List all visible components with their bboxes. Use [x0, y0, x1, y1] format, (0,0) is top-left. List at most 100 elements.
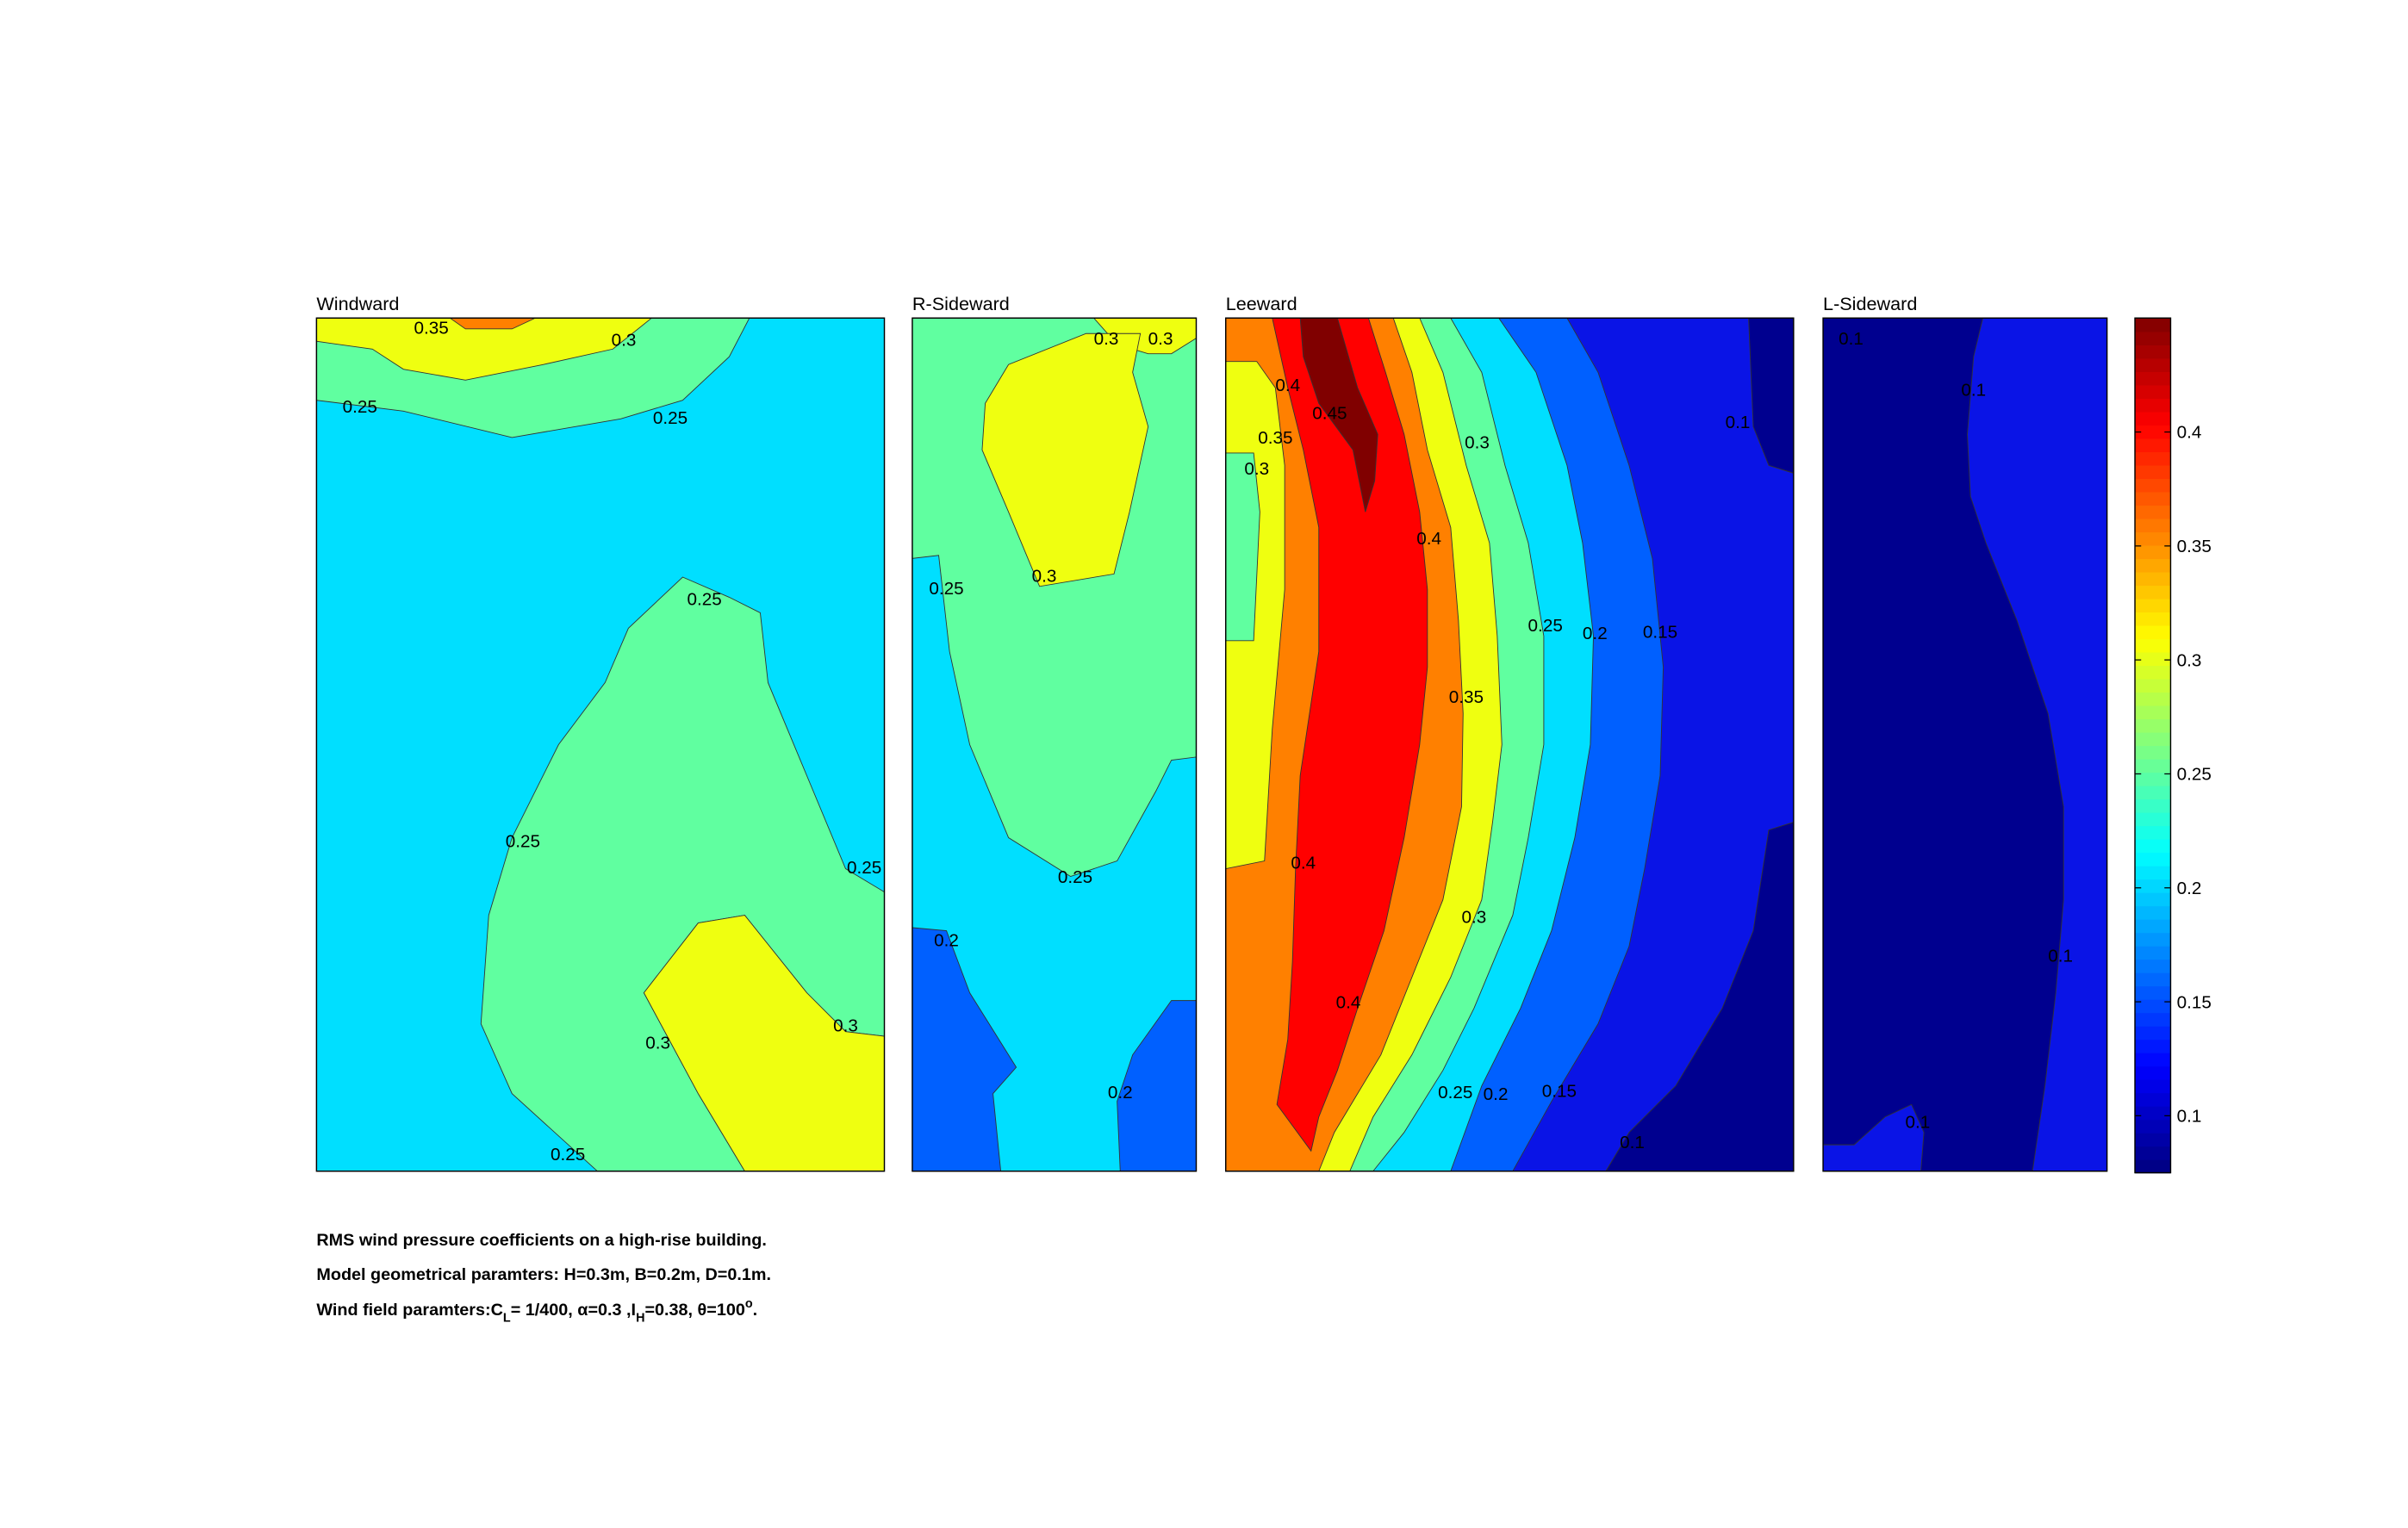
colorbar-segment — [2135, 651, 2171, 667]
colorbar-segment — [2135, 705, 2171, 720]
contour-panel: L-Sideward 0.1 0.1 0.1 0.1 — [1822, 293, 2108, 1172]
colorbar-segment — [2135, 1119, 2171, 1134]
contour-label: 0.1 — [1620, 1133, 1645, 1152]
colorbar-tick-label: 0.35 — [2177, 537, 2212, 556]
colorbar-segment — [2135, 384, 2171, 399]
caption-text: . — [753, 1301, 758, 1320]
contour-label: 0.35 — [1449, 687, 1484, 707]
colorbar-segment — [2135, 464, 2171, 480]
contour-label: 0.1 — [1906, 1112, 1931, 1132]
colorbar-segment — [2135, 571, 2171, 587]
colorbar-segment — [2135, 772, 2171, 786]
contour-label: 0.3 — [833, 1016, 858, 1036]
colorbar-segment — [2135, 1065, 2171, 1080]
colorbar-segment — [2135, 998, 2171, 1014]
panel-title: L-Sideward — [1823, 293, 1917, 314]
colorbar-segment — [2135, 451, 2171, 466]
contour-region — [1299, 317, 1378, 512]
colorbar-segment — [2135, 438, 2171, 453]
colorbar-segment — [2135, 558, 2171, 573]
contour-label: 0.1 — [1839, 329, 1864, 349]
colorbar-segment — [2135, 531, 2171, 546]
contour-label: 0.2 — [934, 931, 959, 951]
contour-label: 0.1 — [2048, 947, 2073, 966]
contour-label: 0.25 — [343, 397, 377, 417]
contour-label: 0.2 — [1484, 1084, 1509, 1104]
colorbar-segment — [2135, 972, 2171, 987]
contour-label: 0.3 — [1461, 908, 1486, 928]
contour-label: 0.4 — [1275, 376, 1300, 395]
panel-frame — [1822, 317, 2108, 1172]
contour-label: 0.4 — [1416, 529, 1441, 549]
contour-label: 0.3 — [612, 331, 637, 351]
colorbar-segment — [2135, 505, 2171, 519]
contour-label: 0.35 — [414, 318, 449, 338]
colorbar-segment — [2135, 678, 2171, 693]
colorbar-segment — [2135, 1012, 2171, 1027]
colorbar-segment — [2135, 624, 2171, 640]
colorbar-segment — [2135, 865, 2171, 880]
caption-text: Wind field paramters:C — [316, 1301, 503, 1320]
contour-label: 0.15 — [1643, 622, 1677, 642]
colorbar-segment — [2135, 985, 2171, 1000]
colorbar-segment — [2135, 825, 2171, 840]
colorbar-segment — [2135, 879, 2171, 893]
colorbar-segment — [2135, 891, 2171, 907]
colorbar-segment — [2135, 718, 2171, 733]
contour-label: 0.25 — [653, 408, 688, 428]
contour-region — [1225, 452, 1260, 642]
contour-panel: Windward 0.35 0.3 0.25 0.25 0.25 0.25 0.25 0.3 0.… — [315, 293, 886, 1172]
colorbar-segment — [2135, 478, 2171, 493]
colorbar-segment — [2135, 731, 2171, 747]
contour-label: 0.45 — [1312, 403, 1347, 423]
contour-panel: Leeward 0.4 0.45 0.35 0.3 0.3 0.4 0.25 0.2 0.15 0.… — [1224, 293, 1795, 1172]
caption-subscript: L — [503, 1311, 511, 1325]
contour-label: 0.3 — [1244, 459, 1269, 479]
caption-superscript: o — [745, 1297, 753, 1311]
colorbar-segment — [2135, 425, 2171, 439]
panel-frame — [315, 317, 886, 1172]
colorbar-segment — [2135, 411, 2171, 425]
caption-line: Wind field paramters:CL= 1/400, α=0.3 ,I… — [316, 1297, 757, 1325]
contour-label: 0.3 — [1032, 566, 1057, 586]
contour-label: 0.25 — [687, 589, 721, 609]
colorbar-segment — [2135, 1039, 2171, 1053]
contour-label: 0.3 — [1094, 329, 1119, 349]
colorbar-segment — [2135, 612, 2171, 626]
contour-label: 0.25 — [506, 831, 540, 851]
contour-label: 0.3 — [645, 1034, 670, 1053]
colorbar-segment — [2135, 1025, 2171, 1040]
panel-title: Leeward — [1226, 293, 1297, 314]
colorbar-segment — [2135, 945, 2171, 960]
colorbar-tick-label: 0.3 — [2177, 650, 2202, 670]
colorbar: 0.1 0.15 0.2 0.25 0.3 0.35 0.4 — [2134, 317, 2212, 1174]
colorbar-tick-label: 0.2 — [2177, 879, 2202, 898]
colorbar-segment — [2135, 1146, 2171, 1160]
colorbar-segment — [2135, 638, 2171, 653]
colorbar-segment — [2135, 345, 2171, 359]
colorbar-segment — [2135, 932, 2171, 947]
colorbar-segment — [2135, 785, 2171, 800]
contour-label: 0.15 — [1542, 1081, 1577, 1101]
colorbar-segment — [2135, 1106, 2171, 1121]
colorbar-segment — [2135, 838, 2171, 854]
caption-line: Model geometrical paramters: H=0.3m, B=0… — [316, 1265, 771, 1284]
contour-label: 0.25 — [847, 858, 881, 878]
colorbar-segment — [2135, 1092, 2171, 1107]
contour-label: 0.35 — [1258, 428, 1292, 448]
contour-label: 0.3 — [1148, 329, 1173, 349]
colorbar-segment — [2135, 331, 2171, 345]
colorbar-segment — [2135, 692, 2171, 706]
colorbar-segment — [2135, 318, 2171, 332]
contour-label: 0.3 — [1465, 433, 1490, 453]
colorbar-segment — [2135, 959, 2171, 973]
colorbar-tick-label: 0.15 — [2177, 992, 2212, 1012]
panel-title: R-Sideward — [912, 293, 1010, 314]
colorbar-segment — [2135, 665, 2171, 680]
colorbar-tick-label: 0.4 — [2177, 423, 2202, 443]
colorbar-segment — [2135, 1079, 2171, 1094]
contour-region — [1272, 317, 1428, 1152]
colorbar-segment — [2135, 798, 2171, 813]
colorbar-segment — [2135, 544, 2171, 560]
